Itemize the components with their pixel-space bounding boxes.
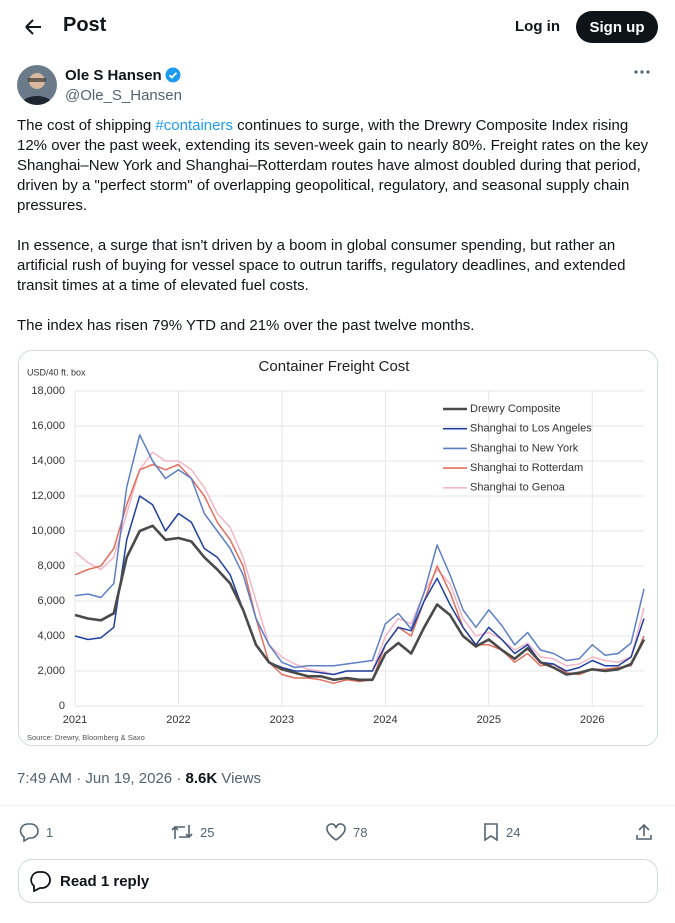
repost-action[interactable]: 25 [170,822,214,842]
repost-count: 25 [200,824,215,840]
legend-label: Shanghai to Genoa [470,482,566,494]
y-tick-label: 18,000 [31,385,65,397]
y-axis-label: USD/40 ft. box [27,367,86,377]
separator: · [76,770,82,787]
bookmark-icon [484,823,498,842]
like-icon [326,823,346,841]
x-tick-label: 2023 [270,714,294,726]
paragraph: The index has risen 79% YTD and 21% over… [17,317,475,334]
y-tick-label: 8,000 [37,560,65,572]
y-tick-label: 16,000 [31,420,65,432]
reply-count: 1 [46,824,54,840]
author-name[interactable]: Ole S Hansen [65,67,162,84]
more-menu[interactable] [632,66,652,78]
y-tick-label: 14,000 [31,455,65,467]
verified-badge [165,67,181,83]
x-tick-label: 2025 [477,714,501,726]
legend-label: Drewry Composite [470,403,560,415]
x-tick-label: 2022 [166,714,190,726]
series-line [74,495,645,676]
divider [0,805,675,806]
y-tick-label: 2,000 [37,665,65,677]
like-action[interactable]: 78 [325,822,367,842]
back-button[interactable] [22,16,44,38]
signup-button[interactable]: Sign up [576,11,658,43]
y-tick-label: 12,000 [31,490,65,502]
separator: · [176,770,182,787]
header-title: Post [63,14,107,36]
repost-icon [171,825,193,839]
views-label: Views [221,770,262,787]
share-icon[interactable] [634,822,654,842]
paragraph: In essence, a surge that isn't driven by… [17,237,626,294]
x-tick-label: 2026 [580,714,604,726]
legend-label: Shanghai to New York [470,442,579,454]
post-text: The cost of shipping #containers continu… [17,116,657,356]
chart-title: Container Freight Cost [259,358,411,375]
reply-icon [30,871,51,892]
like-count: 78 [353,824,368,840]
series-line [74,524,646,682]
reply-action[interactable]: 1 [18,822,53,842]
source-note: Source: Drewry, Bloomberg & Saxo [27,733,145,742]
bookmark-action[interactable]: 24 [482,822,520,842]
post-meta: 7:49 AM · Jun 19, 2026 · 8.6K Views [17,770,261,787]
read-replies-label: Read 1 reply [60,872,150,890]
time[interactable]: 7:49 AM [17,770,73,787]
series-line [74,434,645,669]
x-tick-label: 2024 [373,714,397,726]
author-handle[interactable]: @Ole_S_Hansen [65,87,182,104]
y-tick-label: 6,000 [37,595,65,607]
text: continues to surge, with the Drewry Comp… [17,117,649,214]
login-button[interactable]: Log in [515,18,560,35]
paragraph: The cost of shipping #containers continu… [17,116,657,216]
avatar[interactable] [17,65,57,105]
text: The cost of shipping [17,117,156,134]
date[interactable]: Jun 19, 2026 [85,770,173,787]
views-count: 8.6K [185,770,218,787]
legend-label: Shanghai to Los Angeles [470,423,592,435]
y-tick-label: 4,000 [37,630,65,642]
reply-icon [19,823,39,842]
legend-label: Shanghai to Rotterdam [470,462,583,474]
hashtag[interactable]: #containers [155,117,233,134]
chart: Container Freight Cost USD/40 ft. box So… [19,351,657,745]
y-tick-label: 10,000 [31,525,65,537]
x-tick-label: 2021 [63,714,87,726]
read-replies-button[interactable]: Read 1 reply [18,859,658,903]
chart-image[interactable]: Container Freight Cost USD/40 ft. box So… [18,350,658,746]
bookmark-count: 24 [506,824,521,840]
y-tick-label: 0 [59,700,65,712]
